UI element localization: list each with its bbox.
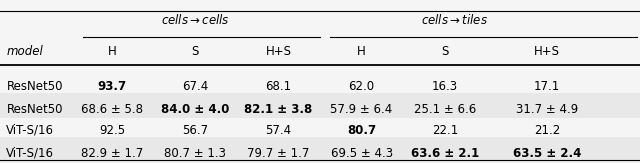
Text: S: S [441,45,449,58]
Text: 57.9 ± 6.4: 57.9 ± 6.4 [330,103,393,116]
Text: 82.1 ± 3.8: 82.1 ± 3.8 [244,103,312,116]
Text: 17.1: 17.1 [534,80,561,93]
Text: $cells \rightarrow cells$: $cells \rightarrow cells$ [161,13,230,27]
Text: 31.7 ± 4.9: 31.7 ± 4.9 [516,103,579,116]
Text: 68.1: 68.1 [266,80,291,93]
Text: S: S [191,45,199,58]
Text: 80.7: 80.7 [347,124,376,137]
Text: ViT-S/16: ViT-S/16 [6,124,54,137]
Text: 80.7 ± 1.3: 80.7 ± 1.3 [164,147,226,160]
Text: 93.7: 93.7 [97,80,127,93]
Text: 68.6 ± 5.8: 68.6 ± 5.8 [81,103,143,116]
Text: model: model [6,45,43,58]
Bar [0,137,640,162]
Text: H: H [357,45,366,58]
Bar [0,93,640,118]
Text: 63.6 ± 2.1: 63.6 ± 2.1 [411,147,479,160]
Text: H+S: H+S [266,45,291,58]
Text: 69.5 ± 4.3: 69.5 ± 4.3 [330,147,393,160]
Text: ViT-S/16: ViT-S/16 [6,147,54,160]
Text: $cells \rightarrow tiles$: $cells \rightarrow tiles$ [421,13,488,27]
Text: ResNet50: ResNet50 [6,103,63,116]
Text: 67.4: 67.4 [182,80,209,93]
Text: 56.7: 56.7 [182,124,208,137]
Text: ResNet50: ResNet50 [6,80,63,93]
Text: 92.5: 92.5 [99,124,125,137]
Text: 21.2: 21.2 [534,124,561,137]
Text: 79.7 ± 1.7: 79.7 ± 1.7 [247,147,310,160]
Text: 84.0 ± 4.0: 84.0 ± 4.0 [161,103,229,116]
Text: 25.1 ± 6.6: 25.1 ± 6.6 [413,103,476,116]
Text: H+S: H+S [534,45,560,58]
Text: H: H [108,45,116,58]
Text: 16.3: 16.3 [432,80,458,93]
Text: 57.4: 57.4 [266,124,291,137]
Text: 62.0: 62.0 [349,80,374,93]
Text: 63.5 ± 2.4: 63.5 ± 2.4 [513,147,581,160]
Text: 22.1: 22.1 [431,124,458,137]
Text: 82.9 ± 1.7: 82.9 ± 1.7 [81,147,143,160]
